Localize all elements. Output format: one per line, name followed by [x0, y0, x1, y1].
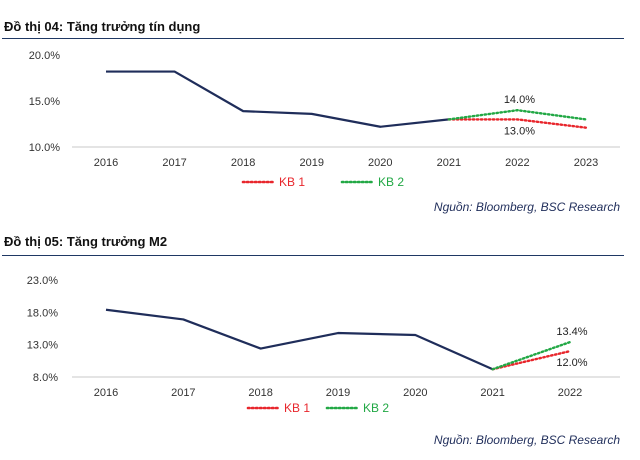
- x-tick-label: 2018: [231, 157, 255, 169]
- series-line-actual: [105, 308, 494, 371]
- y-tick-label: 10.0%: [29, 142, 60, 154]
- x-tick-label: 2016: [94, 157, 118, 169]
- x-tick-label: 2018: [248, 387, 272, 399]
- x-tick-label: 2016: [94, 387, 118, 399]
- chart-2-title-rule: [2, 255, 624, 256]
- series-line-kb1: [491, 349, 572, 371]
- chart-1-source: Nguồn: Bloomberg, BSC Research: [433, 200, 620, 214]
- legend-label-kb1: KB 1: [284, 401, 310, 415]
- data-label: 14.0%: [504, 94, 535, 106]
- legend-label-kb2: KB 2: [363, 401, 389, 415]
- data-label: 13.0%: [504, 125, 535, 137]
- x-tick-label: 2019: [326, 387, 350, 399]
- x-tick-label: 2019: [299, 157, 323, 169]
- chart-2-source: Nguồn: Bloomberg, BSC Research: [433, 433, 620, 447]
- y-tick-label: 8.0%: [33, 372, 58, 384]
- x-tick-label: 2020: [368, 157, 392, 169]
- series-line-kb2: [491, 340, 572, 371]
- x-tick-label: 2020: [403, 387, 427, 399]
- x-tick-label: 2022: [505, 157, 529, 169]
- chart-1-credit-growth: 20.0% 15.0% 10.0% 2016 2017 2018 2019 2020 2021 2…: [29, 50, 620, 189]
- x-tick-label: 2022: [558, 387, 582, 399]
- data-label: 13.4%: [556, 326, 587, 338]
- data-label: 12.0%: [556, 357, 587, 369]
- x-tick-label: 2021: [480, 387, 504, 399]
- series-line-kb2: [447, 108, 588, 121]
- y-tick-label: 23.0%: [27, 275, 58, 287]
- x-tick-label: 2021: [437, 157, 461, 169]
- chart-2-title: Đồ thị 05: Tăng trưởng M2: [4, 234, 168, 249]
- chart-1-title: Đồ thị 04: Tăng trưởng tín dụng: [4, 19, 201, 34]
- x-tick-label: 2017: [162, 157, 186, 169]
- chart-1-title-rule: [2, 38, 624, 39]
- series-line-actual: [106, 70, 449, 128]
- chart-2-m2-growth: 23.0% 18.0% 13.0% 8.0% 2016 2017 2018 2019 2020 2…: [27, 275, 620, 415]
- y-tick-label: 20.0%: [29, 50, 60, 62]
- x-tick-label: 2017: [171, 387, 195, 399]
- y-tick-label: 18.0%: [27, 307, 58, 319]
- y-tick-label: 13.0%: [27, 340, 58, 352]
- y-tick-label: 15.0%: [29, 96, 60, 108]
- x-tick-label: 2023: [574, 157, 598, 169]
- legend-label-kb1: KB 1: [279, 175, 305, 189]
- legend-label-kb2: KB 2: [378, 175, 404, 189]
